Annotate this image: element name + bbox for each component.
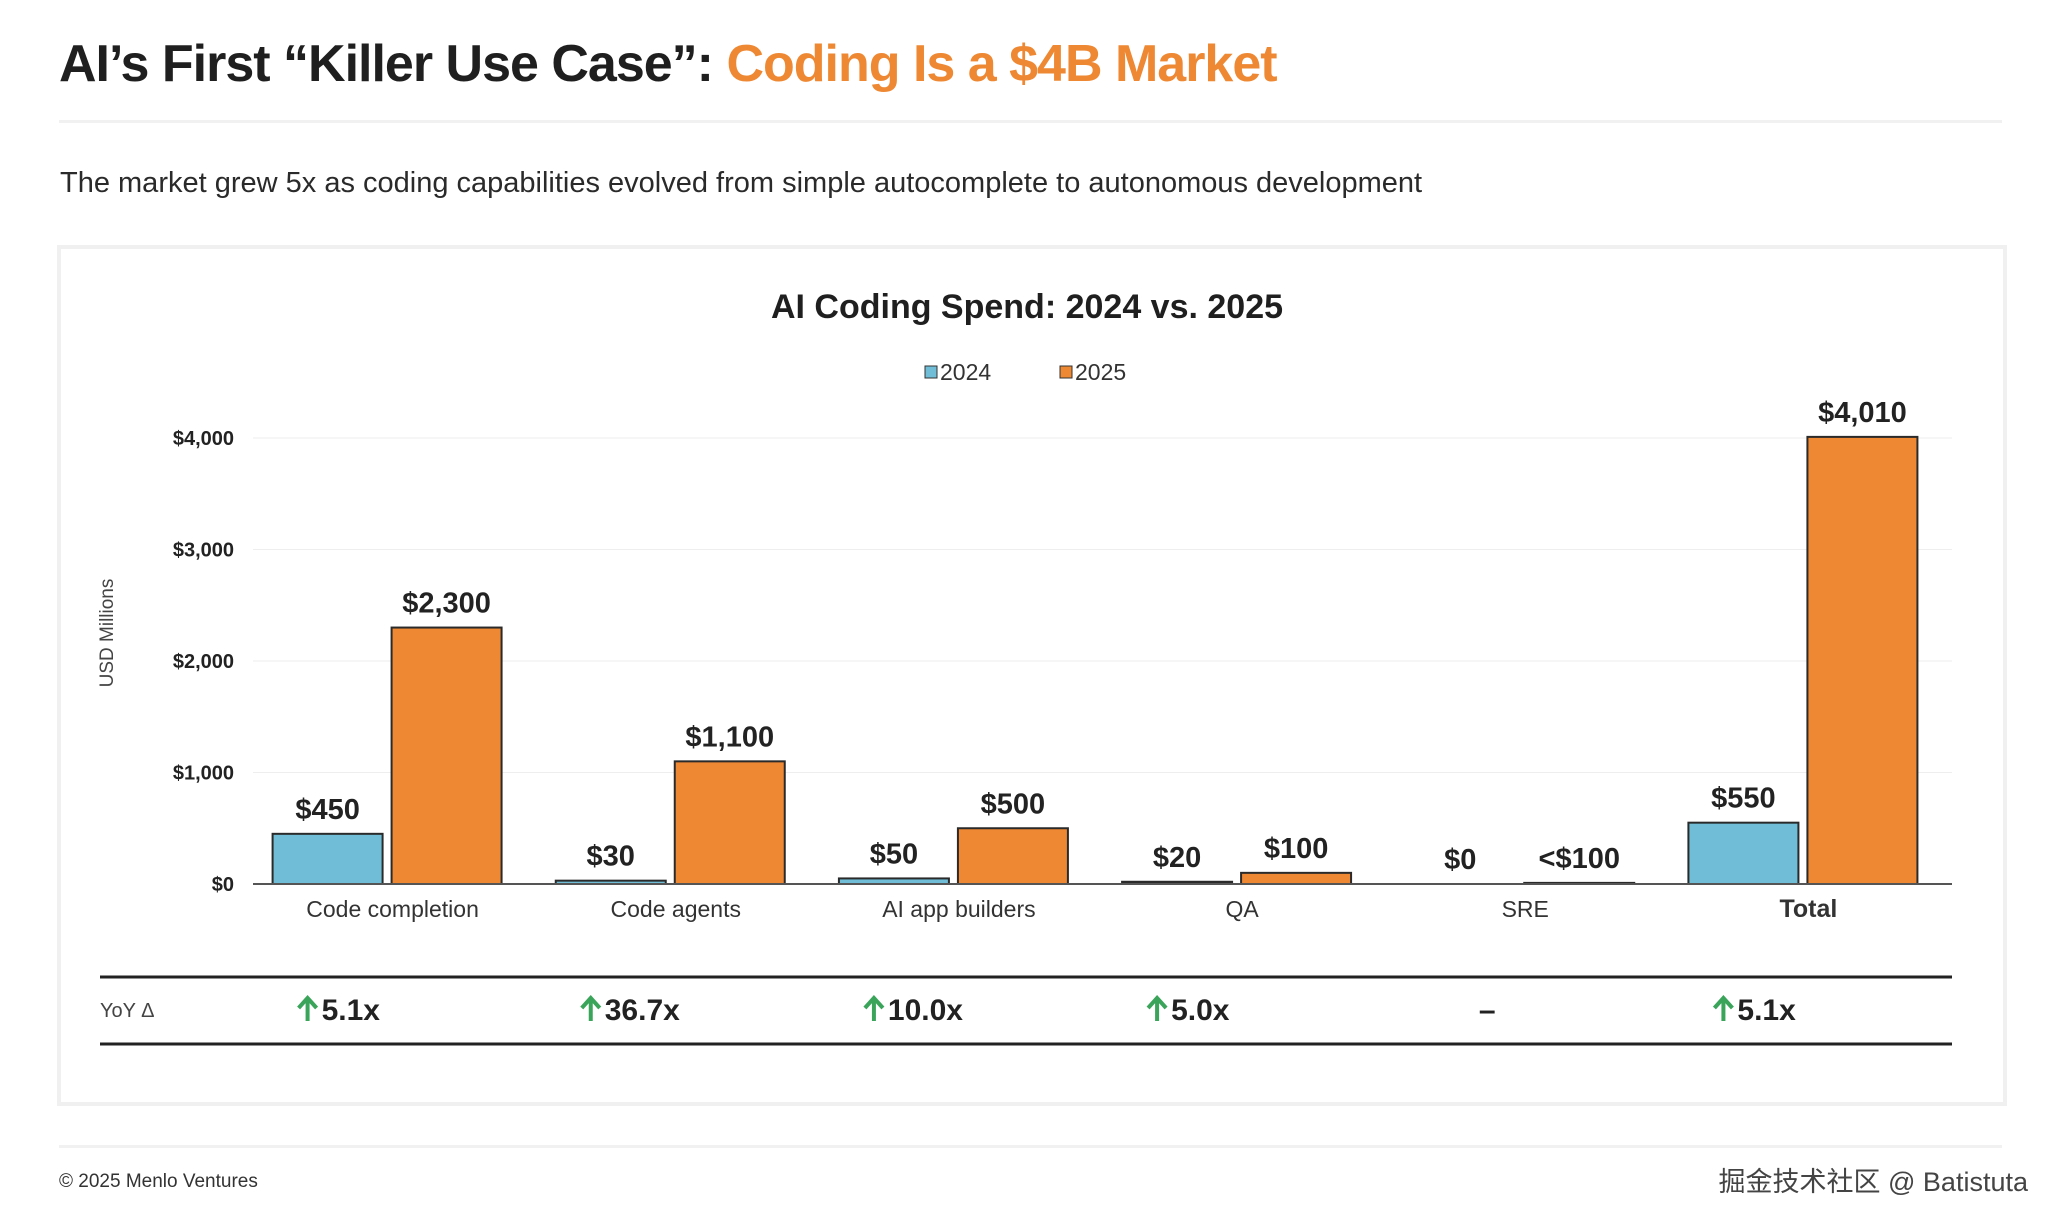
watermark: 掘金技术社区 @ Batistuta — [1718, 1167, 2028, 1197]
up-arrow-icon — [863, 995, 885, 1021]
y-tick-label: $0 — [212, 874, 234, 896]
y-tick-label: $3,000 — [173, 540, 234, 562]
data-label-2025: $4,010 — [1818, 397, 1907, 429]
data-label-2025: $500 — [981, 788, 1046, 820]
copyright: © 2025 Menlo Ventures — [59, 1171, 258, 1192]
data-label-2024: $30 — [587, 841, 635, 873]
chart-title: AI Coding Spend: 2024 vs. 2025 — [771, 288, 1283, 326]
up-arrow-icon — [580, 995, 602, 1021]
bar-2025 — [673, 760, 786, 885]
legend-swatch-2024 — [924, 365, 938, 379]
data-label-2025: $1,100 — [685, 721, 774, 753]
header-divider — [59, 120, 2002, 123]
bar-2024 — [271, 832, 384, 886]
y-axis-label: USD Millions — [97, 579, 118, 688]
data-label-2025: $2,300 — [402, 588, 491, 620]
yoy-value: 36.7x — [605, 994, 680, 1027]
category-label: SRE — [1502, 896, 1549, 922]
y-tick-label: $1,000 — [173, 763, 234, 785]
title-prefix: AI’s First “Killer Use Case”: — [59, 35, 727, 93]
yoy-value: 5.1x — [322, 994, 381, 1027]
bar-2025 — [390, 626, 503, 885]
bar-2025 — [1806, 435, 1919, 885]
chart-card — [57, 245, 2007, 1106]
yoy-value: – — [1479, 994, 1496, 1027]
up-arrow-icon — [1146, 995, 1168, 1021]
data-label-2024: $20 — [1153, 842, 1201, 874]
footer-divider — [59, 1145, 2002, 1148]
yoy-value: 10.0x — [888, 994, 963, 1027]
data-label-2024: $550 — [1711, 783, 1776, 815]
data-label-2025: <$100 — [1539, 843, 1620, 875]
page-subtitle: The market grew 5x as coding capabilitie… — [60, 167, 1423, 199]
title-accent: Coding Is a $4B Market — [726, 35, 1277, 93]
up-arrow-icon — [1712, 995, 1734, 1021]
y-tick-label: $2,000 — [173, 651, 234, 673]
category-label: Total — [1779, 895, 1837, 923]
yoy-row-label: YoY Δ — [100, 1000, 155, 1022]
data-label-2025: $100 — [1264, 833, 1329, 865]
bar-2025 — [1240, 871, 1353, 885]
bar-2024 — [1687, 821, 1800, 885]
y-tick-label: $4,000 — [173, 428, 234, 450]
legend-swatch-2025 — [1059, 365, 1073, 379]
bar-2025 — [956, 827, 1069, 885]
yoy-value: 5.0x — [1171, 994, 1230, 1027]
category-label: Code completion — [306, 896, 479, 922]
data-label-2024: $450 — [295, 794, 360, 826]
category-label: QA — [1225, 896, 1259, 922]
up-arrow-icon — [297, 995, 319, 1021]
legend-label-2025: 2025 — [1075, 359, 1126, 385]
yoy-value: 5.1x — [1737, 994, 1796, 1027]
page-title: AI’s First “Killer Use Case”: Coding Is … — [59, 34, 1278, 94]
category-label: AI app builders — [882, 896, 1035, 922]
legend-label-2024: 2024 — [940, 359, 991, 385]
data-label-2024: $50 — [870, 838, 918, 870]
data-label-2024: $0 — [1444, 844, 1476, 876]
category-label: Code agents — [611, 896, 741, 922]
